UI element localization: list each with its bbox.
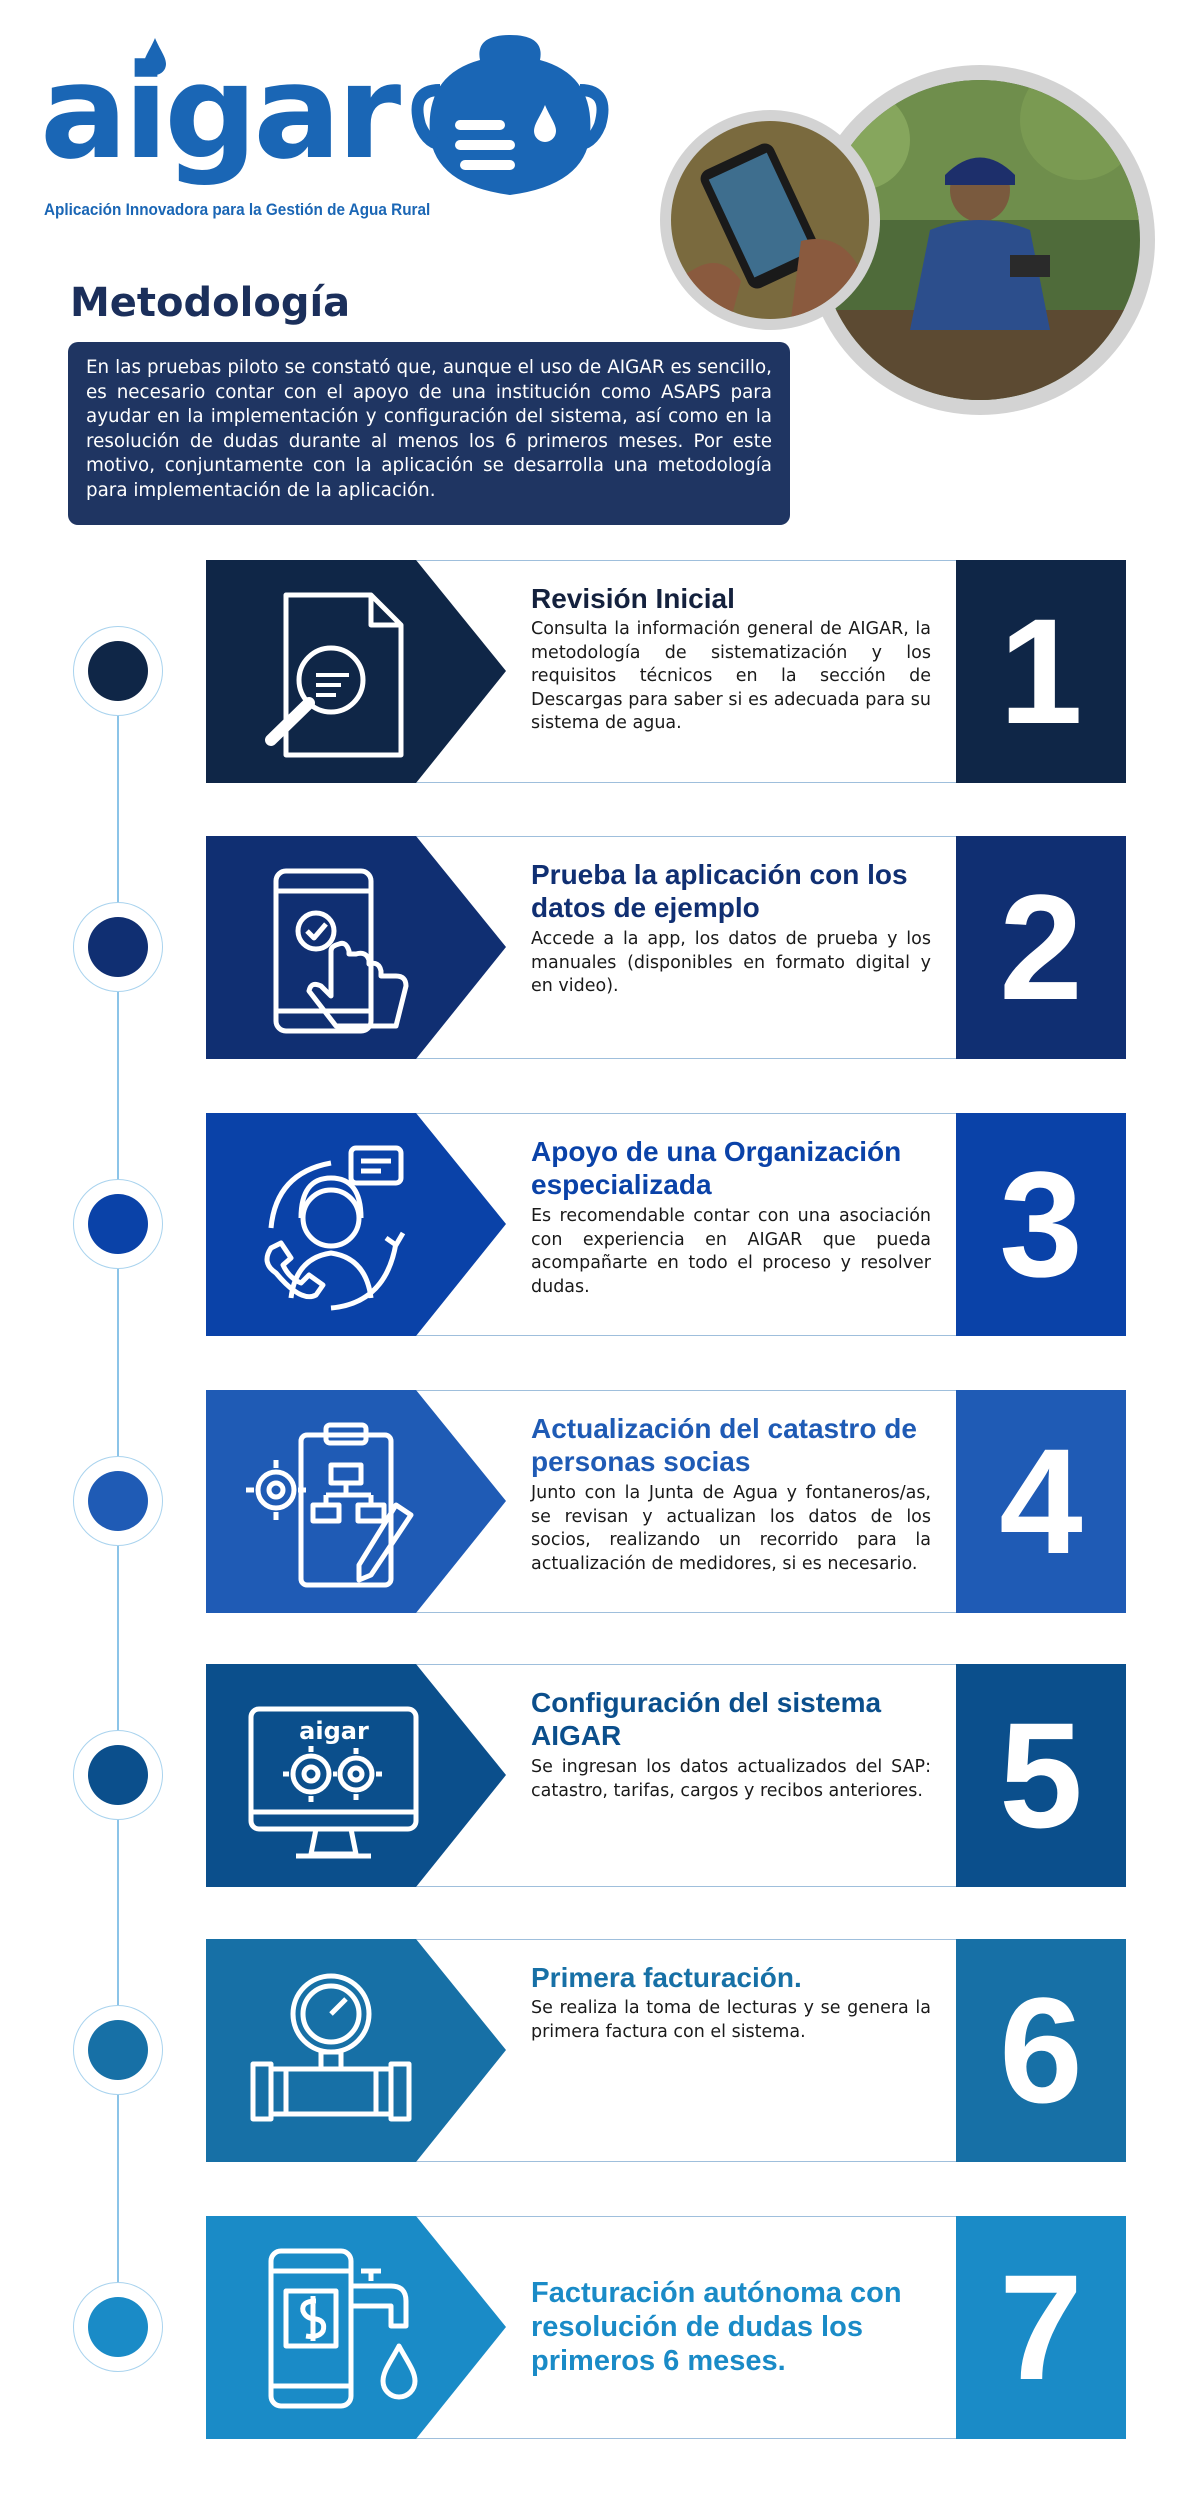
section-title: Metodología	[70, 280, 351, 326]
step-title: Facturación autónoma con resolución de d…	[531, 2277, 902, 2377]
planning-icon	[246, 1422, 414, 1588]
step-arrow-panel	[206, 1939, 506, 2162]
timeline-node	[73, 626, 163, 716]
timeline-node	[73, 2282, 163, 2372]
timeline-node	[73, 1730, 163, 1820]
tagline: Aplicación Innovadora para la Gestión de…	[44, 200, 431, 219]
logo-text: aigar	[40, 36, 401, 188]
phone-touch-icon	[273, 868, 409, 1034]
computer-settings-icon: aigar	[248, 1706, 419, 1859]
step-card: Revisión Inicial Consulta la información…	[206, 560, 1126, 783]
timeline-node-dot	[88, 1471, 148, 1531]
timeline-node	[73, 902, 163, 992]
step-number: 6	[956, 1939, 1126, 2162]
step-card: Primera facturación. Se realiza la toma …	[206, 1939, 1126, 2162]
step-number: 2	[956, 836, 1126, 1059]
step-number: 1	[956, 560, 1126, 783]
step-title: Actualización del catastro de personas s…	[531, 1413, 917, 1477]
timeline-node-dot	[88, 1745, 148, 1805]
step-card: Actualización del catastro de personas s…	[206, 1390, 1126, 1613]
step-description: Se ingresan los datos actualizados del S…	[531, 1757, 931, 1801]
timeline-node-dot	[88, 641, 148, 701]
step-card: Facturación autónoma con resolución de d…	[206, 2216, 1126, 2439]
step-card: Prueba la aplicación con los datos de ej…	[206, 836, 1126, 1059]
step-description: Consulta la información general de AIGAR…	[531, 619, 931, 733]
step-description: Junto con la Junta de Agua y fontaneros/…	[531, 1483, 931, 1574]
step-title: Primera facturación.	[531, 1962, 802, 1993]
support-agent-icon	[264, 1145, 406, 1311]
step-description: Accede a la app, los datos de prueba y l…	[531, 929, 931, 996]
timeline-node	[73, 1179, 163, 1269]
step-title: Configuración del sistema AIGAR	[531, 1687, 882, 1751]
timeline-node	[73, 1456, 163, 1546]
aigar-logo	[144, 35, 609, 195]
mobile-payment-icon	[268, 2248, 418, 2409]
intro-text: En las pruebas piloto se constató que, a…	[86, 357, 772, 501]
step-title: Apoyo de una Organización especializada	[531, 1136, 902, 1200]
document-search-icon	[265, 592, 404, 758]
step-card: aigar Configuración del sistema AIGAR Se…	[206, 1664, 1126, 1887]
phone-map-photo	[671, 121, 869, 319]
step-title: Revisión Inicial	[531, 583, 735, 614]
timeline-node-dot	[88, 2297, 148, 2357]
step-description: Se realiza la toma de lecturas y se gene…	[531, 1998, 931, 2042]
timeline-node-dot	[88, 1194, 148, 1254]
step-arrow-panel	[206, 1390, 506, 1613]
timeline-node-dot	[88, 917, 148, 977]
timeline-node	[73, 2005, 163, 2095]
step-card: Apoyo de una Organización especializada …	[206, 1113, 1126, 1336]
water-meter-icon	[250, 1973, 412, 2122]
intro-box: En las pruebas piloto se constató que, a…	[68, 342, 790, 525]
icon-aigar-label: aigar	[299, 1717, 369, 1745]
step-number: 4	[956, 1390, 1126, 1613]
step-number: 5	[956, 1664, 1126, 1887]
step-title: Prueba la aplicación con los datos de ej…	[531, 859, 908, 923]
step-number: 3	[956, 1113, 1126, 1336]
step-description: Es recomendable contar con una asociació…	[531, 1206, 931, 1297]
timeline-node-dot	[88, 2020, 148, 2080]
step-number: 7	[956, 2216, 1126, 2439]
